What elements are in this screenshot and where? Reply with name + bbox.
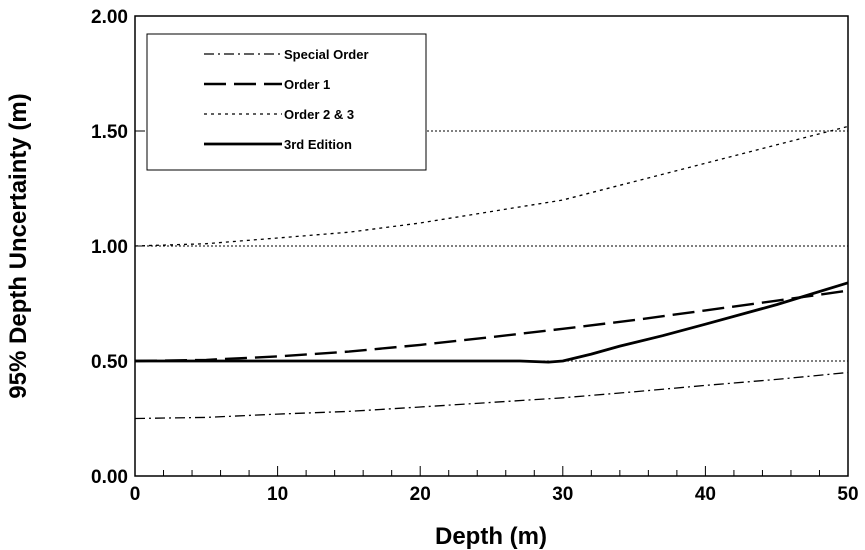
x-axis-ticks: 0 10 20 30 40 50 — [130, 466, 859, 505]
legend-label-0: Special Order — [284, 47, 369, 62]
x-tick-label-0: 0 — [130, 484, 141, 505]
y-tick-label-0: 0.00 — [91, 467, 128, 488]
legend-label-2: Order 2 & 3 — [284, 107, 354, 122]
legend-label-1: Order 1 — [284, 77, 330, 92]
y-tick-label-3: 1.50 — [91, 122, 128, 143]
y-axis-title: 95% Depth Uncertainty (m) — [5, 93, 32, 398]
y-tick-label-1: 0.50 — [91, 352, 128, 373]
x-tick-label-5: 50 — [837, 484, 858, 505]
x-minor-ticks — [163, 470, 820, 476]
y-tick-label-4: 2.00 — [91, 7, 128, 28]
y-tick-label-2: 1.00 — [91, 237, 128, 258]
legend-label-3: 3rd Edition — [284, 137, 352, 152]
series-line-3rd-edition — [135, 281, 849, 364]
legend: Special Order Order 1 Order 2 & 3 3rd Editi… — [146, 33, 427, 171]
series-line-order-2-3 — [134, 125, 849, 247]
series-lines — [134, 125, 849, 420]
series-line-special-order — [134, 371, 849, 420]
x-axis-title: Depth (m) — [435, 523, 547, 550]
x-tick-label-4: 40 — [695, 484, 716, 505]
x-tick-label-2: 20 — [410, 484, 431, 505]
x-tick-label-3: 30 — [552, 484, 573, 505]
legend-box — [146, 33, 427, 171]
x-tick-label-1: 10 — [267, 484, 288, 505]
y-axis-ticks: 0.00 0.50 1.00 1.50 2.00 — [91, 7, 143, 488]
